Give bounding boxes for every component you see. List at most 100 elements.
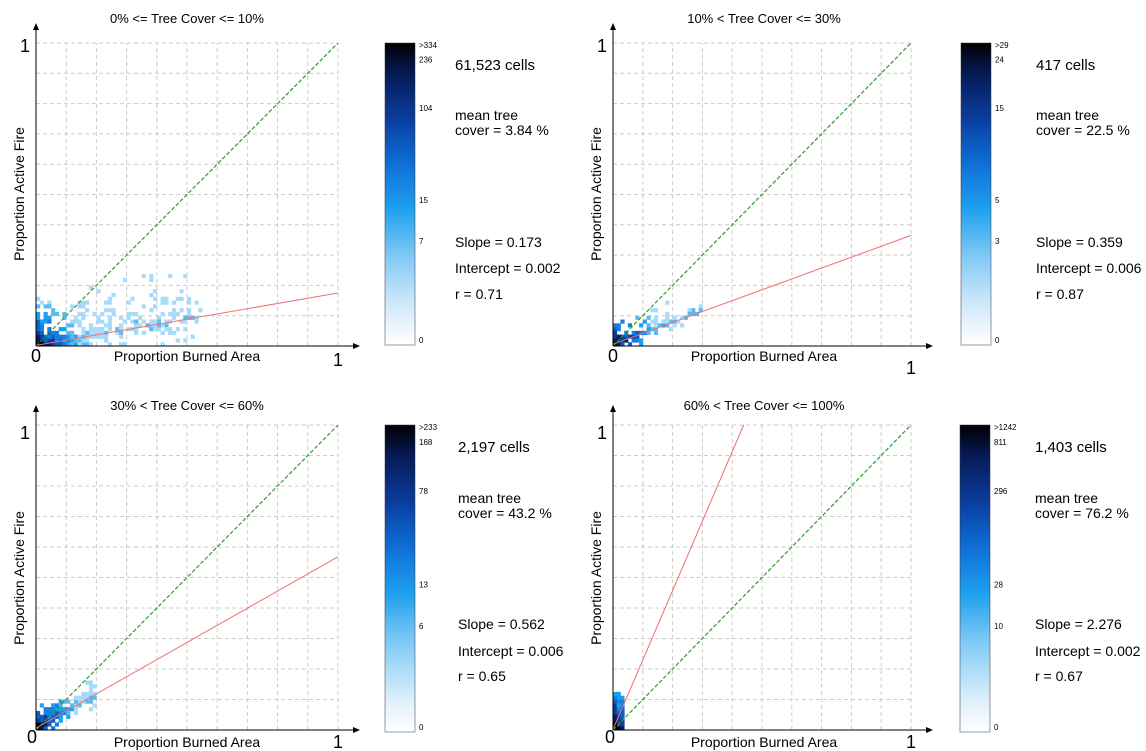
- heatmap-cell: [639, 323, 644, 328]
- heatmap-cell: [36, 714, 41, 719]
- slope-text: Slope = 2.276: [1035, 616, 1122, 632]
- heatmap-cell: [160, 330, 165, 336]
- x-tick-0: 0: [27, 727, 37, 747]
- heatmap-cell: [107, 327, 112, 332]
- heatmap-cell: [54, 311, 60, 317]
- axes: [610, 23, 933, 349]
- regression-line: [35, 556, 339, 729]
- heatmap-cell: [691, 311, 696, 317]
- heatmap-cell: [36, 334, 41, 339]
- heatmap-cell: [613, 327, 618, 332]
- heatmap-cell: [77, 338, 82, 343]
- heatmap-cell: [92, 311, 97, 317]
- heatmap-cell: [69, 330, 75, 336]
- heatmap-cell: [96, 330, 101, 336]
- heatmap-cell: [119, 323, 124, 328]
- y-axis-label: Proportion Active Fire: [588, 511, 604, 645]
- heatmap-cell: [646, 315, 651, 320]
- y-tick-1: 1: [597, 423, 607, 443]
- heatmap-cell: [43, 714, 48, 719]
- heatmap-cell: [47, 300, 52, 305]
- colorbar-tick-label: 7: [419, 237, 424, 246]
- colorbar-tick-label: 10: [994, 622, 1003, 631]
- heatmap-cell: [51, 707, 56, 712]
- colorbar-tick-label: 811: [994, 438, 1007, 447]
- heatmap-cell: [134, 323, 139, 328]
- heatmap-cell: [43, 722, 48, 727]
- heatmap-cell: [194, 319, 199, 324]
- y-axis-label: Proportion Active Fire: [11, 511, 27, 645]
- mean-tree-value: cover = 43.2 %: [458, 505, 552, 521]
- colorbar-tick-label: 0: [995, 336, 1000, 345]
- heatmap-cell: [665, 319, 670, 324]
- colorbar: >233 168 78 13 6 0: [384, 423, 438, 733]
- heatmap-cell: [115, 327, 120, 332]
- heatmap-cell: [639, 342, 644, 347]
- heatmap-cell: [43, 338, 48, 343]
- heatmap-cell: [153, 296, 158, 301]
- heatmap-cell: [69, 319, 75, 324]
- heatmap-cell: [47, 334, 52, 339]
- heatmap-cell: [81, 330, 86, 336]
- heatmap-cell: [73, 707, 78, 712]
- heatmap-cell: [88, 684, 94, 689]
- heatmap-cell: [69, 334, 75, 339]
- heatmap-cell: [81, 695, 86, 700]
- heatmap-cell: [665, 315, 670, 320]
- x-tick-1: 1: [906, 358, 916, 378]
- heatmap-cell: [47, 315, 52, 320]
- heatmap-cell: [680, 323, 685, 328]
- heatmap-cell: [171, 330, 177, 336]
- heatmap-cell: [616, 726, 621, 731]
- heatmap-cell: [54, 342, 60, 347]
- colorbar-ramp: [384, 424, 416, 733]
- heatmap-cell: [156, 323, 161, 328]
- heatmap-cell: [635, 315, 640, 320]
- heatmap-cell: [100, 311, 105, 317]
- y-tick-1: 1: [597, 36, 607, 56]
- mean-tree-label: mean tree: [1036, 107, 1099, 123]
- heatmap-cell: [119, 315, 124, 320]
- heatmap-cell: [168, 274, 173, 279]
- heatmap-cell: [156, 319, 161, 324]
- heatmap-cell: [43, 319, 48, 324]
- heatmap-cell: [141, 274, 146, 279]
- heatmap-cell: [156, 315, 161, 320]
- heatmap-cell: [627, 342, 633, 347]
- mean-tree-value: cover = 22.5 %: [1036, 122, 1130, 138]
- intercept-text: Intercept = 0.006: [1036, 260, 1142, 276]
- heatmap-cell: [107, 308, 112, 313]
- intercept-text: Intercept = 0.002: [455, 260, 561, 276]
- heatmap-cell: [672, 315, 677, 320]
- heatmap-cell: [103, 334, 109, 339]
- heatmap-cell: [73, 342, 78, 347]
- heatmap-cell: [103, 308, 109, 313]
- heatmap-cell: [39, 334, 44, 339]
- heatmap-cell: [69, 703, 75, 708]
- heatmap-cell: [36, 311, 41, 317]
- colorbar-tick-label: 28: [994, 581, 1003, 590]
- heatmap-cell: [183, 327, 188, 332]
- heatmap-cell: [635, 338, 640, 343]
- heatmap-cell: [88, 323, 94, 328]
- heatmap-cell: [698, 304, 703, 309]
- y-axis-label: Proportion Active Fire: [588, 127, 604, 261]
- heatmap-cell: [627, 323, 633, 328]
- heatmap-cell: [613, 330, 618, 336]
- heatmap-cell: [58, 334, 63, 339]
- heatmap-cell: [624, 338, 629, 343]
- heatmap-cell: [187, 311, 192, 317]
- heatmap-cell: [168, 319, 173, 324]
- x-axis-arrow-icon: [926, 343, 933, 349]
- heatmap-cell: [62, 334, 67, 339]
- y-axis-label: Proportion Active Fire: [11, 127, 27, 261]
- heatmap-cell: [187, 308, 192, 313]
- heatmap-cell: [613, 323, 618, 328]
- heatmap-cell: [62, 707, 67, 712]
- heatmap-cell: [661, 319, 666, 324]
- heatmap-cell: [36, 304, 41, 309]
- heatmap-cell: [119, 327, 124, 332]
- heatmap-cell: [77, 342, 82, 347]
- heatmap-cell: [160, 342, 165, 347]
- heatmap-cell: [616, 691, 621, 697]
